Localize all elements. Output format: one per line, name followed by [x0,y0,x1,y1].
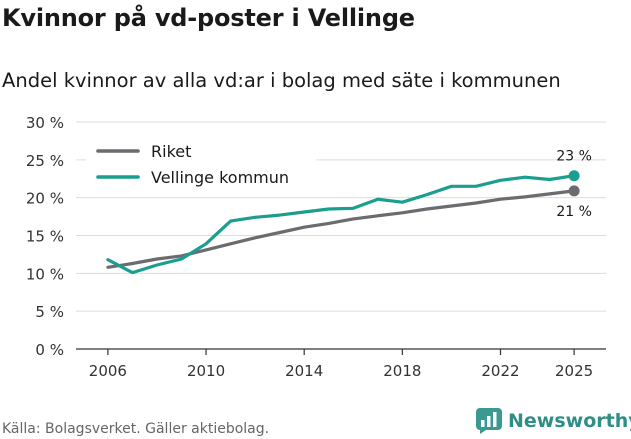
series-lines [106,174,576,275]
y-tick-label: 10 % [26,265,64,283]
brand-name: Newsworthy [508,410,631,432]
series-end-marker-0 [568,185,580,197]
y-tick-label: 0 % [35,341,64,359]
brand-logo: Newsworthy [476,406,631,436]
y-tick-label: 15 % [26,228,64,246]
y-tick-label: 5 % [35,303,64,321]
x-tick-label: 2025 [555,362,593,380]
legend-label: Riket [151,142,191,161]
legend-box [86,131,316,191]
chart-subtitle: Andel kvinnor av alla vd:ar i bolag med … [2,69,561,92]
end-labels: 21 % 23 % [556,149,592,220]
chart-title: Kvinnor på vd-poster i Vellinge [2,4,415,32]
x-tick-label: 2010 [187,362,225,380]
y-tick-label: 30 % [26,114,64,132]
y-tick-label: 20 % [26,190,64,208]
series-line-1 [106,174,576,275]
series-end-label: 21 % [556,204,592,220]
source-note: Källa: Bolagsverket. Gäller aktiebolag. [2,421,270,437]
y-tick-label: 25 % [26,152,64,170]
axes: 0 % 5 % 10 % 15 % 20 % 25 % 30 % 2006 2010 2014 20… [26,114,606,380]
series-line-0 [106,189,576,269]
x-tick-label: 2018 [383,362,421,380]
series-end-label: 23 % [556,149,592,165]
x-tick-label: 2006 [89,362,127,380]
x-tick-label: 2014 [285,362,323,380]
x-tick-label: 2022 [481,362,519,380]
line-chart: 0 % 5 % 10 % 15 % 20 % 25 % 30 % 2006 2010 2014 20… [26,114,606,380]
newsworthy-logo-icon [476,408,502,434]
legend-label: Vellinge kommun [151,168,289,187]
legend: Riket Vellinge kommun [86,131,316,191]
series-end-marker-1 [568,170,580,182]
